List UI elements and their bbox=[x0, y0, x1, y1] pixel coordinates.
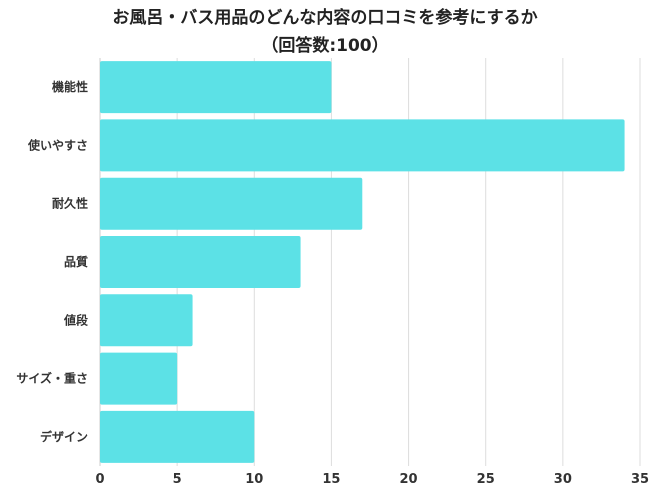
x-tick-label-25: 25 bbox=[477, 472, 495, 487]
y-category-label-1: 使いやすさ bbox=[27, 137, 88, 152]
x-tick-label-35: 35 bbox=[631, 472, 649, 487]
x-tick-label-5: 5 bbox=[173, 472, 182, 487]
x-tick-label-0: 0 bbox=[95, 472, 104, 487]
x-tick-label-20: 20 bbox=[400, 472, 418, 487]
bar-2 bbox=[100, 177, 363, 230]
y-category-label-2: 耐久性 bbox=[52, 196, 88, 211]
bar-0 bbox=[100, 61, 332, 114]
chart-title: お風呂・バス用品のどんな内容の口コミを参考にするか （回答数:100） bbox=[0, 4, 650, 60]
bar-5 bbox=[100, 352, 178, 405]
y-category-label-5: サイズ・重さ bbox=[16, 371, 88, 386]
chart-title-line-2: （回答数:100） bbox=[261, 36, 389, 56]
x-tick-label-10: 10 bbox=[245, 472, 263, 487]
bar-3 bbox=[100, 236, 301, 288]
bar-1 bbox=[100, 119, 625, 172]
bar-6 bbox=[100, 410, 255, 463]
x-axis-ticks: 0 5 10 15 20 25 30 35 bbox=[95, 472, 649, 487]
y-category-label-3: 品質 bbox=[64, 254, 88, 269]
x-tick-label-30: 30 bbox=[554, 472, 572, 487]
y-category-label-6: デザイン bbox=[40, 429, 88, 444]
y-category-label-4: 値段 bbox=[63, 312, 89, 327]
y-category-label-0: 機能性 bbox=[52, 79, 88, 94]
x-tick-label-15: 15 bbox=[322, 472, 340, 487]
bars bbox=[100, 61, 625, 463]
chart-title-line-1: お風呂・バス用品のどんな内容の口コミを参考にするか bbox=[112, 8, 538, 28]
bar-4 bbox=[100, 294, 193, 347]
